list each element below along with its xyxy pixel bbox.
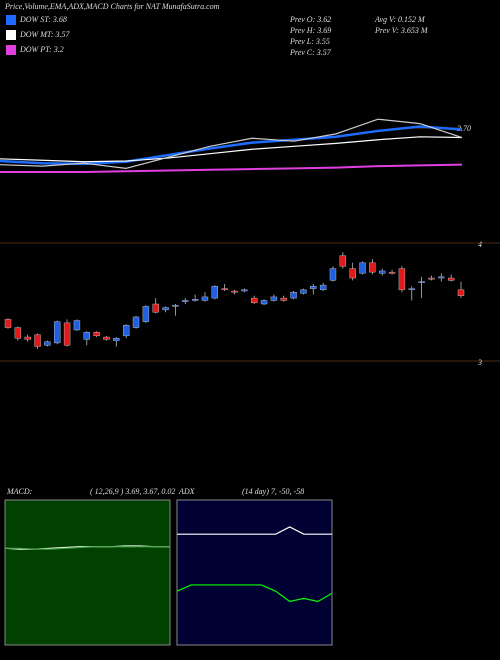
panel-background (4, 499, 171, 646)
legend-swatch (6, 30, 16, 40)
stat-label: Avg V: 0.152 M (374, 15, 426, 24)
candle-body (24, 336, 31, 340)
series-line (177, 526, 332, 535)
series-line (0, 136, 463, 163)
candle-body (122, 325, 130, 337)
candle-body (319, 284, 327, 291)
candle-body (280, 297, 287, 301)
candle-body (447, 277, 455, 281)
legend-label: DOW PT: 3.2 (19, 45, 64, 54)
candle-body (54, 321, 61, 344)
candle-body (231, 290, 238, 293)
panel-background (176, 499, 333, 646)
stat-label: Prev C: 3.57 (289, 48, 332, 57)
candle-body (172, 304, 179, 307)
candle-body (211, 286, 219, 299)
y-tick-label: 3.70 (456, 124, 471, 133)
candle-body (329, 268, 337, 281)
candle-body (241, 289, 248, 292)
candle-body (113, 338, 120, 341)
candle-body (310, 286, 317, 289)
stat-label: Prev H: 3.69 (289, 26, 331, 35)
legend-swatch (6, 45, 16, 55)
candle-body (182, 300, 189, 302)
candle-body (44, 341, 51, 346)
candle-body (359, 262, 366, 274)
series-line (0, 118, 463, 169)
candle-body (349, 268, 356, 279)
candle-body (201, 296, 209, 301)
candle-body (250, 297, 258, 304)
candle-body (408, 288, 415, 291)
series-line (0, 125, 463, 166)
candle-body (300, 289, 307, 294)
y-tick-label: 4 (478, 240, 482, 249)
candle-body (290, 292, 297, 299)
stat-label: Prev L: 3.55 (289, 37, 330, 46)
candle-body (428, 277, 435, 280)
panel-subtitle: (14 day) 7, -50, -58 (242, 487, 304, 496)
candle-body (221, 288, 228, 291)
candle-body (73, 320, 81, 331)
legend-label: DOW MT: 3.57 (19, 30, 71, 39)
candle-body (191, 299, 199, 301)
series-line (0, 163, 463, 173)
candle-body (369, 262, 376, 273)
candle-body (388, 271, 396, 274)
candle-body (379, 270, 386, 274)
candle-body (34, 334, 41, 347)
series-line (5, 546, 170, 550)
candle-body (103, 336, 110, 340)
stat-label: Prev O: 3.62 (289, 15, 331, 24)
candle-body (162, 307, 169, 311)
candle-body (63, 322, 71, 346)
panel-title: MACD: (6, 487, 33, 496)
candle-body (438, 276, 445, 279)
stat-label: Prev V: 3.653 M (374, 26, 429, 35)
candle-body (83, 332, 90, 340)
candle-body (270, 296, 278, 301)
candle-body (132, 316, 140, 328)
panel-subtitle: ( 12,26,9 ) 3.69, 3.67, 0.02 (90, 487, 175, 496)
candle-body (398, 268, 406, 291)
legend-swatch (6, 15, 16, 25)
chart-title: Price,Volume,EMA,ADX,MACD Charts for NAT… (4, 2, 220, 11)
candle-body (14, 327, 22, 339)
legend-label: DOW ST: 3.68 (19, 15, 67, 24)
series-line (176, 584, 333, 603)
candle-body (142, 306, 150, 322)
candle-body (418, 281, 425, 283)
candle-body (260, 300, 268, 305)
candle-body (339, 255, 347, 267)
panel-title: ADX (178, 487, 196, 496)
candle-body (152, 303, 159, 313)
candle-body (457, 289, 465, 296)
candle-body (93, 332, 100, 337)
candle-body (4, 319, 12, 328)
y-tick-label: 3 (477, 358, 482, 367)
